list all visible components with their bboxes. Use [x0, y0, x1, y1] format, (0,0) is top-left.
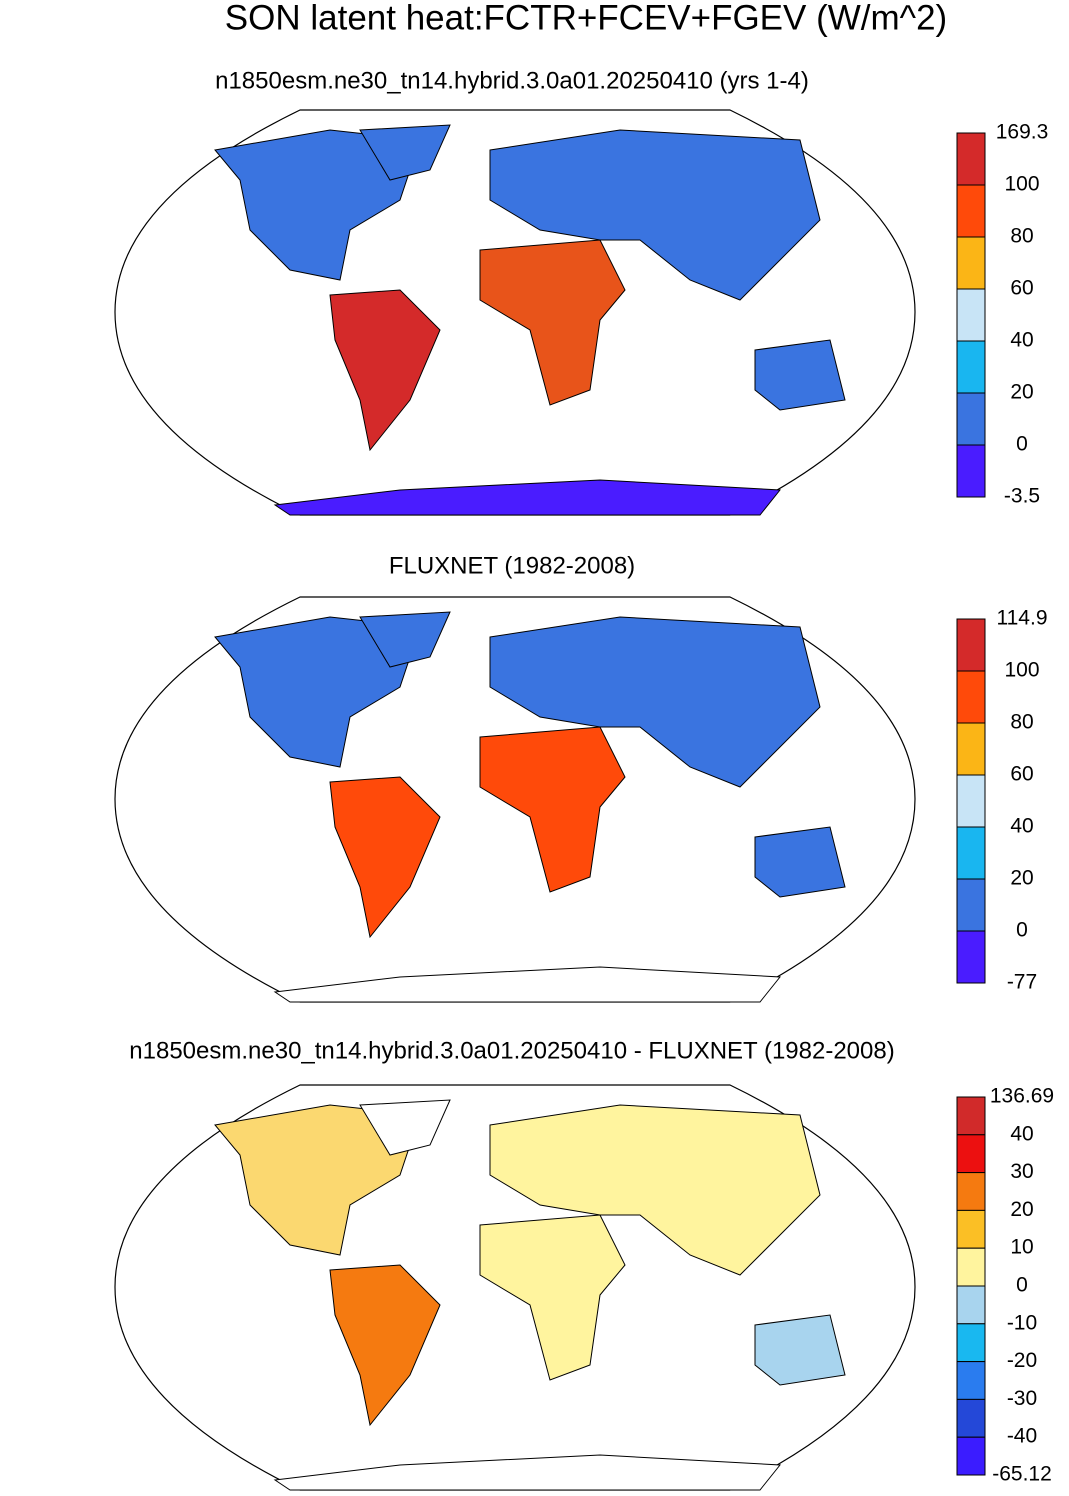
colorbar-box [956, 618, 986, 672]
colorbar-box [956, 1209, 986, 1249]
colorbar-box [956, 878, 986, 932]
colorbar-box [956, 132, 986, 186]
colorbar-label: 80 [1010, 225, 1033, 248]
colorbar-label: 40 [1010, 1122, 1033, 1145]
map [114, 109, 916, 516]
colorbar-label: 0 [1016, 433, 1028, 456]
colorbar-box [956, 288, 986, 342]
colorbar-label: 136.69 [990, 1085, 1054, 1108]
colorbar-box [956, 236, 986, 290]
colorbar-label: 114.9 [997, 607, 1048, 630]
colorbar-label: 40 [1010, 815, 1033, 838]
colorbar-label: -65.12 [992, 1463, 1052, 1486]
map [114, 596, 916, 1003]
colorbar-label: -77 [1007, 971, 1037, 994]
colorbar-box [956, 1323, 986, 1363]
colorbar-label: 100 [1004, 659, 1039, 682]
panel-title: n1850esm.ne30_tn14.hybrid.3.0a01.2025041… [129, 1037, 894, 1064]
colorbar-label: -10 [1007, 1311, 1037, 1334]
colorbar-label: 20 [1010, 381, 1033, 404]
colorbar-label: -40 [1007, 1425, 1037, 1448]
panel-title: FLUXNET (1982-2008) [389, 552, 635, 579]
colorbar-label: -30 [1007, 1387, 1037, 1410]
figure-title: SON latent heat:FCTR+FCEV+FGEV (W/m^2) [225, 0, 947, 37]
colorbar-label: 20 [1010, 867, 1033, 890]
colorbar-label: 10 [1010, 1236, 1033, 1259]
colorbar-label: -20 [1007, 1349, 1037, 1372]
colorbar-box [956, 722, 986, 776]
map [114, 1084, 916, 1491]
colorbar-label: 100 [1004, 173, 1039, 196]
colorbar-box [956, 774, 986, 828]
colorbar-box [956, 1398, 986, 1438]
colorbar-label: 0 [1016, 1274, 1028, 1297]
colorbar-label: 40 [1010, 329, 1033, 352]
colorbar-box [956, 1096, 986, 1136]
colorbar-label: 30 [1010, 1160, 1033, 1183]
colorbar-label: 60 [1010, 763, 1033, 786]
colorbar-box [956, 1247, 986, 1287]
colorbar-box [956, 670, 986, 724]
colorbar-label: 80 [1010, 711, 1033, 734]
colorbar-label: 60 [1010, 277, 1033, 300]
colorbar-label: 0 [1016, 919, 1028, 942]
colorbar-box [956, 1172, 986, 1211]
colorbar-box [956, 1436, 986, 1476]
colorbar-box [956, 444, 986, 498]
colorbar-box [956, 826, 986, 880]
colorbar-label: 20 [1010, 1198, 1033, 1221]
colorbar-box [956, 184, 986, 238]
colorbar-box [956, 930, 986, 984]
colorbar-label: -3.5 [1004, 485, 1040, 508]
colorbar-box [956, 340, 986, 394]
colorbar-box [956, 392, 986, 446]
colorbar-box [956, 1285, 986, 1325]
panel-title: n1850esm.ne30_tn14.hybrid.3.0a01.2025041… [215, 67, 809, 94]
colorbar-label: 169.3 [996, 121, 1049, 144]
colorbar-box [956, 1134, 986, 1174]
colorbar-box [956, 1361, 986, 1400]
